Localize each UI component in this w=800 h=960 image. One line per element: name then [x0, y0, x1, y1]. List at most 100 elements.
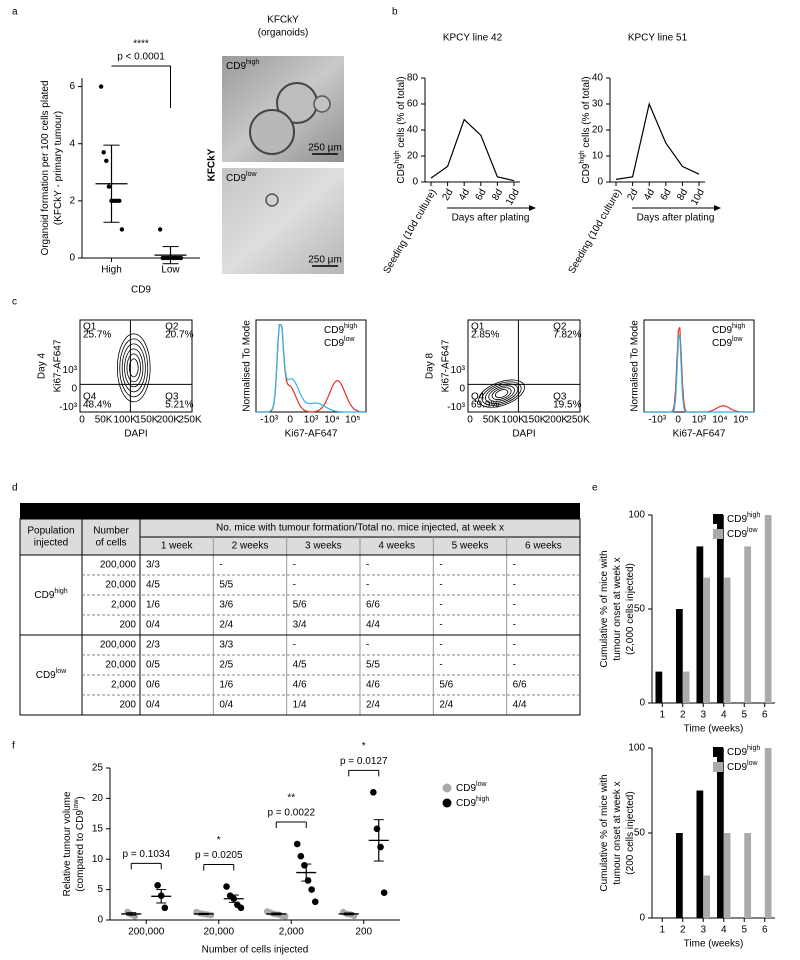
table-cell: 5/6: [293, 600, 307, 611]
table-cell: -: [513, 600, 516, 611]
contour: [116, 333, 151, 403]
significance: **: [287, 793, 295, 804]
data-point: [154, 882, 161, 889]
y-tick-label: 40: [407, 125, 419, 136]
text-part: cells from KPCY organoids: [345, 506, 467, 517]
y-axis-label: Organoid formation per 100 cells plated: [40, 80, 51, 255]
table-header-cell: 1 week: [161, 541, 194, 552]
x-tick-label: 0: [287, 415, 293, 426]
table-cell: 2/5: [219, 660, 233, 671]
table-cell: 5/5: [219, 580, 233, 591]
table-cell: 3/6: [219, 600, 233, 611]
bar: [675, 609, 683, 703]
x-tick-label: 4: [721, 710, 727, 721]
chart-title: KPCY line 42: [443, 33, 503, 44]
table-cell: -: [513, 660, 516, 671]
y-tick-label: 50: [634, 604, 646, 615]
superscript: high: [579, 150, 586, 163]
x-tick-label: 200K: [157, 415, 181, 426]
text-part: tumour onset at week x: [612, 557, 623, 660]
x-tick-label: 200: [355, 927, 372, 938]
table-cell: -: [293, 640, 296, 651]
text-part: CD9: [712, 338, 732, 349]
x-tick-label: 6: [762, 925, 768, 936]
organoid: [265, 193, 279, 207]
p-value: p = 0.0205: [195, 850, 243, 861]
y-tick-label: 10³: [63, 365, 78, 376]
x-tick-label: 5: [741, 710, 747, 721]
legend-marker: [442, 798, 452, 808]
y-axis-label: tumour onset at week x: [612, 781, 623, 884]
data-point: [119, 227, 125, 232]
histogram-curve: [644, 334, 754, 413]
table-cell: 200: [119, 700, 136, 711]
x-tick-label: 10⁵: [345, 415, 360, 426]
x-tick-label: 100K: [114, 415, 138, 426]
significance: ****: [133, 39, 149, 50]
text-part: ): [75, 796, 86, 799]
data-point: [161, 904, 169, 912]
table-cell: 5/5: [366, 660, 380, 671]
micrograph: [222, 168, 344, 274]
x-tick-label: -10³: [260, 415, 278, 426]
superscript: low: [732, 336, 743, 343]
table-cell: 4/6: [293, 680, 307, 691]
quadrant-name: Q2: [165, 322, 179, 333]
y-axis-label: CD9high cells (% of total): [579, 76, 591, 183]
x-tick-label: 8d: [675, 187, 690, 202]
contour: [488, 385, 515, 402]
x-tick-label: 50K: [483, 415, 501, 426]
table-header-cell: 4 weeks: [378, 541, 415, 552]
table-header-cell: Population: [27, 526, 74, 537]
table-cell: -: [439, 580, 442, 591]
quadrant-value: 7.82%: [553, 330, 581, 341]
data-line: [615, 102, 700, 180]
data-point: [104, 158, 109, 164]
text-part: CD9: [727, 514, 747, 525]
table-header-cell: injected: [34, 538, 68, 549]
table-cell: 200: [119, 620, 136, 631]
x-tick-label: 4: [721, 925, 727, 936]
x-tick-label: 10d: [504, 187, 522, 207]
y-axis-label: tumour onset at week x: [612, 557, 623, 660]
x-tick-label: 4d: [457, 187, 472, 202]
text-part: CD9: [226, 173, 246, 184]
quadrant-name: Q4: [83, 392, 97, 403]
x-tick-label: 2: [680, 925, 686, 936]
table-cell: -: [219, 560, 222, 571]
chart-title: KPCY line 51: [628, 33, 688, 44]
table-title: Tumourigenic capacity of CD9high versus …: [133, 504, 467, 516]
x-tick-label: Low: [161, 265, 180, 276]
plot-frame: [79, 319, 193, 413]
y-tick-label: 0: [459, 384, 465, 395]
x-tick-label: High: [101, 265, 122, 276]
data-point: [98, 84, 104, 89]
y-tick-label: -10³: [447, 402, 465, 413]
table-cell: -: [293, 580, 296, 591]
quadrant-name: Q1: [471, 322, 485, 333]
table-cell: CD9high: [34, 588, 67, 600]
table-cell: -: [439, 600, 442, 611]
x-tick-label: 10⁵: [733, 415, 748, 426]
significance: *: [362, 741, 366, 752]
text-part: Relative tumour volume: [62, 791, 73, 896]
table-header-cell: 6 weeks: [525, 541, 562, 552]
x-tick-label: 200K: [545, 415, 569, 426]
x-axis-label: CD9: [131, 285, 151, 296]
data-point: [178, 255, 184, 261]
histogram-curve: [256, 324, 366, 413]
x-tick-label: 6d: [474, 187, 489, 202]
quadrant-value: 69.9%: [471, 400, 499, 411]
legend-label: CD9high: [727, 745, 760, 757]
superscript: low: [476, 781, 487, 788]
image-title: (organoids): [258, 28, 309, 39]
day-label: Day 4: [37, 353, 48, 380]
text-part: CD9: [36, 670, 56, 681]
data-point: [380, 889, 388, 896]
contour: [478, 379, 525, 408]
data-point: [308, 886, 315, 893]
table-cell: 4/6: [366, 680, 380, 691]
table-header-cell: of cells: [95, 538, 126, 549]
text-part: CD9: [396, 163, 407, 183]
table-cell: 200,000: [100, 640, 137, 651]
